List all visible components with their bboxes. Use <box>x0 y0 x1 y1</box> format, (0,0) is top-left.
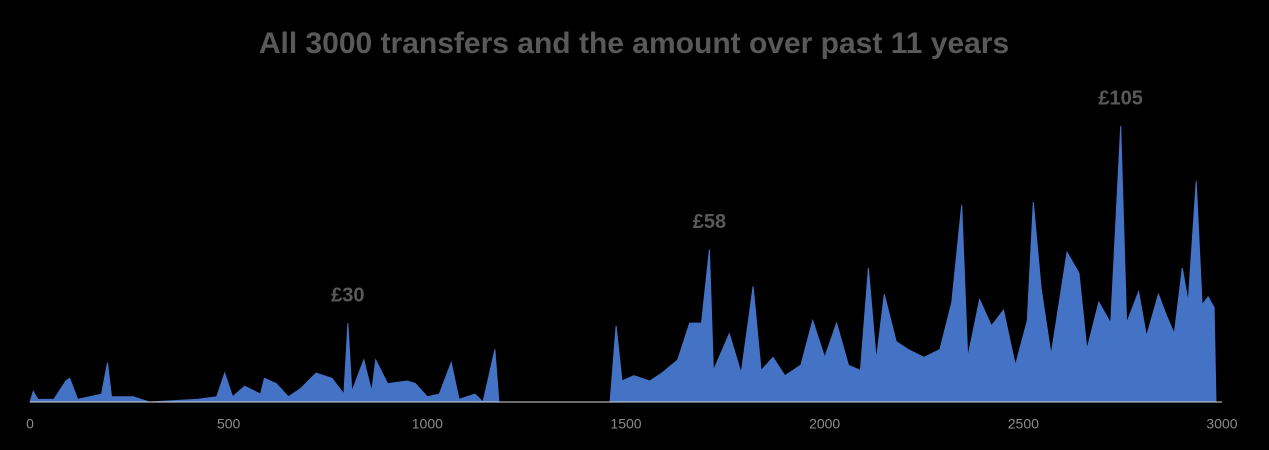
area <box>29 125 1217 403</box>
x-tick-label: 3000 <box>1206 416 1237 432</box>
value-label: £105 <box>1098 87 1143 109</box>
chart-title: All 3000 transfers and the amount over p… <box>259 27 1009 60</box>
value-label: £58 <box>693 211 726 233</box>
x-tick-label: 2500 <box>1008 416 1039 432</box>
x-tick-label: 1000 <box>412 416 443 432</box>
x-tick-label: 500 <box>217 416 241 432</box>
x-tick-label: 2000 <box>809 416 840 432</box>
x-tick-label: 1500 <box>610 416 641 432</box>
x-tick-label: 0 <box>26 416 34 432</box>
value-label: £30 <box>331 284 364 306</box>
